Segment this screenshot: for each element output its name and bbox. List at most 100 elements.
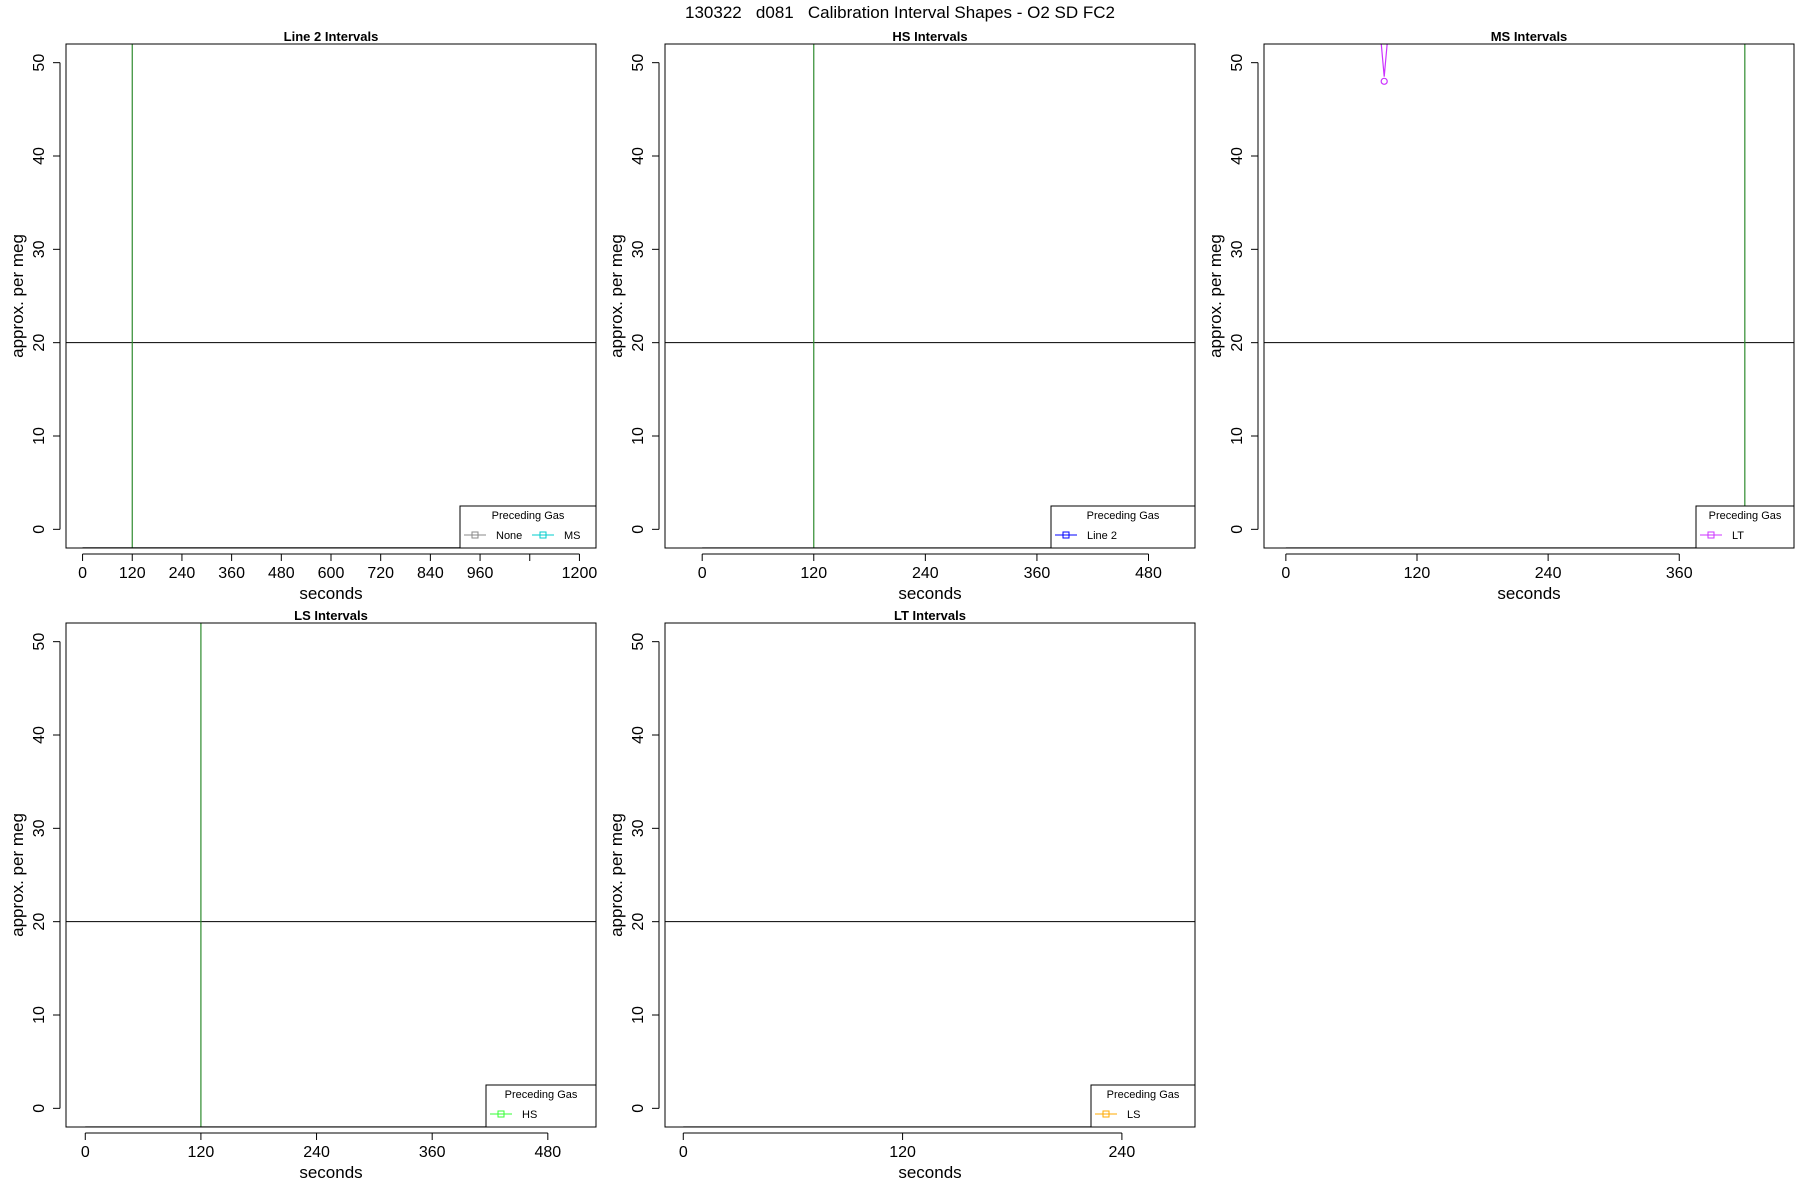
legend-entry-label: None — [496, 530, 522, 542]
x-tick-label: 360 — [419, 1144, 446, 1161]
x-axis-label: seconds — [299, 584, 362, 603]
legend-title: Preceding Gas — [492, 510, 565, 522]
y-tick-label: 20 — [630, 913, 647, 931]
x-tick-label: 240 — [303, 1144, 330, 1161]
x-tick-label: 240 — [1109, 1144, 1136, 1161]
legend-box — [1050, 505, 1196, 549]
plot-area — [1264, 44, 1794, 548]
y-tick-label: 0 — [630, 1104, 647, 1113]
plot-area — [66, 44, 596, 548]
legend-entry-label: HS — [522, 1109, 537, 1121]
legend-entry-label: LS — [1127, 1109, 1140, 1121]
panel-title: MS Intervals — [1491, 29, 1568, 44]
x-tick-label: 720 — [367, 565, 394, 582]
plot-area — [665, 44, 1195, 548]
series-spike — [1380, 44, 1388, 77]
legend: Preceding Gas HS — [485, 1084, 597, 1128]
y-tick-label: 40 — [630, 147, 647, 165]
x-tick-label: 840 — [417, 565, 444, 582]
y-tick-label: 0 — [1229, 525, 1246, 534]
plot-frame — [65, 43, 597, 549]
legend-box — [485, 1084, 597, 1128]
x-axis-label: seconds — [898, 584, 961, 603]
legend-box — [459, 505, 597, 549]
y-tick-label: 50 — [630, 54, 647, 72]
panel-ms: MS Intervals 0 120 240 360 seconds 0 10 20 30 40 50… — [1206, 29, 1795, 603]
legend-swatch-marker — [1062, 531, 1070, 539]
x-tick-label: 1200 — [562, 565, 598, 582]
y-tick-label: 30 — [1229, 240, 1246, 258]
panel-hs: HS Intervals 0 120 240 360 480 seconds 0 10 20 30 4… — [607, 29, 1196, 603]
legend-swatch-marker — [1707, 531, 1715, 539]
x-tick-label: 120 — [119, 565, 146, 582]
y-tick-label: 0 — [31, 1104, 48, 1113]
panel-lt: LT Intervals 0 120 240 seconds 0 10 20 30 40 50 app… — [607, 608, 1196, 1182]
plot-frame — [664, 43, 1196, 549]
y-tick-label: 40 — [630, 726, 647, 744]
y-tick-label: 40 — [31, 726, 48, 744]
panel-line2: Line 2 Intervals 0 120 240 360 480 600 720 840 96… — [8, 29, 597, 603]
legend-title: Preceding Gas — [1107, 1089, 1180, 1101]
panel-title: LS Intervals — [294, 608, 368, 623]
legend-swatch-marker — [497, 1110, 505, 1118]
y-tick-label: 30 — [630, 240, 647, 258]
series-marker — [1380, 77, 1388, 85]
legend-title: Preceding Gas — [505, 1089, 578, 1101]
y-tick-label: 40 — [1229, 147, 1246, 165]
legend: Preceding Gas None MS — [459, 505, 597, 549]
x-tick-label: 240 — [169, 565, 196, 582]
legend-swatch-marker — [1102, 1110, 1110, 1118]
panel-title: LT Intervals — [894, 608, 966, 623]
x-tick-label: 240 — [1535, 565, 1562, 582]
plot-frame — [65, 622, 597, 1128]
y-tick-label: 20 — [31, 334, 48, 352]
x-tick-label: 600 — [318, 565, 345, 582]
x-tick-label: 0 — [698, 565, 707, 582]
x-tick-label: 480 — [1135, 565, 1162, 582]
y-tick-label: 0 — [630, 525, 647, 534]
legend: Preceding Gas LS — [1090, 1084, 1196, 1128]
y-tick-label: 10 — [31, 427, 48, 445]
x-tick-label: 0 — [679, 1144, 688, 1161]
y-tick-label: 30 — [31, 819, 48, 837]
y-tick-label: 40 — [31, 147, 48, 165]
x-tick-label: 480 — [534, 1144, 561, 1161]
y-tick-label: 0 — [31, 525, 48, 534]
legend: Preceding Gas Line 2 — [1050, 505, 1196, 549]
legend-entry-label: LT — [1732, 530, 1744, 542]
y-axis-label: approx. per meg — [8, 813, 27, 937]
legend-entry-label: Line 2 — [1087, 530, 1117, 542]
legend-box — [1695, 505, 1795, 549]
legend: Preceding Gas LT — [1695, 505, 1795, 549]
x-tick-label: 0 — [1281, 565, 1290, 582]
x-tick-label: 960 — [467, 565, 494, 582]
y-tick-label: 50 — [630, 633, 647, 651]
y-tick-label: 20 — [630, 334, 647, 352]
x-tick-label: 360 — [1666, 565, 1693, 582]
y-axis-label: approx. per meg — [607, 813, 626, 937]
x-tick-label: 240 — [912, 565, 939, 582]
x-tick-label: 360 — [218, 565, 245, 582]
y-tick-label: 10 — [630, 427, 647, 445]
x-tick-label: 480 — [268, 565, 295, 582]
y-tick-label: 10 — [1229, 427, 1246, 445]
panel-title: Line 2 Intervals — [284, 29, 379, 44]
legend-box — [1090, 1084, 1196, 1128]
x-tick-label: 120 — [800, 565, 827, 582]
x-tick-label: 120 — [889, 1144, 916, 1161]
y-axis-label: approx. per meg — [607, 234, 626, 358]
legend-entry-label: MS — [564, 530, 581, 542]
y-tick-label: 30 — [630, 819, 647, 837]
x-axis-label: seconds — [898, 1163, 961, 1182]
plot-area — [66, 623, 596, 1127]
y-tick-label: 50 — [31, 54, 48, 72]
x-axis-label: seconds — [299, 1163, 362, 1182]
y-axis-label: approx. per meg — [1206, 234, 1225, 358]
figure-title: 130322 d081 Calibration Interval Shapes … — [685, 3, 1115, 22]
x-tick-label: 120 — [188, 1144, 215, 1161]
plot-area — [665, 921, 1195, 1127]
y-axis-label: approx. per meg — [8, 234, 27, 358]
x-tick-label: 0 — [81, 1144, 90, 1161]
y-tick-label: 20 — [31, 913, 48, 931]
